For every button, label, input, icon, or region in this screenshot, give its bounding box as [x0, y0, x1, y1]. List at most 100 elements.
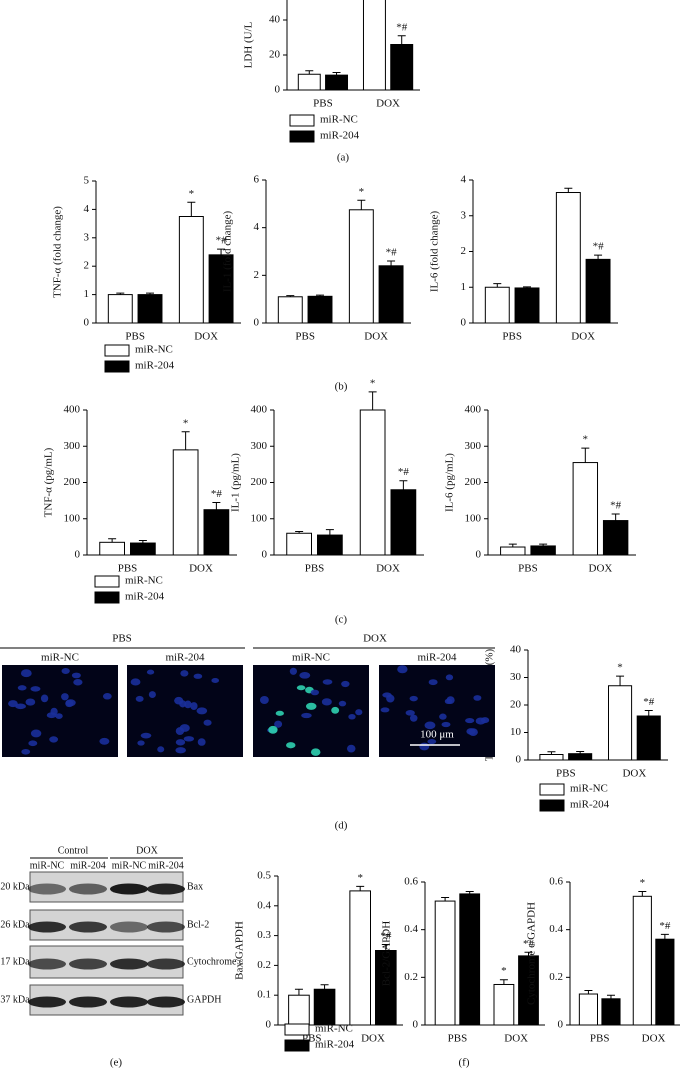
nucleus: [30, 729, 42, 738]
error-bar: [138, 540, 147, 544]
y-axis-label: IL-6 (pg/mL): [444, 453, 456, 512]
bar: [500, 546, 526, 556]
band: [147, 921, 185, 933]
y-axis-label: LDH (U/L: [243, 21, 255, 68]
bar: [530, 545, 556, 556]
chart: 010203040TUNEL-positive cell (%)PBSDOX**…: [484, 644, 668, 812]
group-label: Control: [58, 845, 89, 856]
bar: [313, 988, 336, 1026]
chart: 0 100 200 300 400 IL-6 (pg/mL) PBS DOX * *#: [444, 404, 636, 575]
nucleus: [25, 698, 36, 706]
nucleus: [184, 700, 192, 709]
nucleus: [380, 707, 390, 713]
y-axis-label: Bax/GAPDH: [234, 921, 246, 980]
x-tick-label: PBS: [305, 563, 325, 575]
nucleus: [180, 670, 189, 677]
band-label: Cytochrome c: [187, 956, 244, 967]
legend-swatch: [94, 591, 120, 604]
chart: 0 0.2 0.4 0.6 Cytochrome c/GAPDH PBS DOX * *#: [526, 876, 680, 1045]
y-tick-label: 1: [461, 281, 467, 293]
x-tick-label: PBS: [118, 563, 138, 575]
x-tick-label: DOX: [194, 331, 218, 343]
band: [110, 883, 148, 895]
legend-swatch: [289, 114, 315, 127]
y-tick-label: 0.4: [404, 923, 418, 935]
error-bar: [217, 248, 226, 255]
error-bar: [616, 675, 625, 686]
panel-label: (b): [335, 381, 348, 393]
bar: [288, 994, 310, 1026]
error-bar: [523, 286, 532, 288]
significance-label: *#: [659, 920, 671, 932]
error-bar: [116, 292, 125, 295]
y-tick-label: 400: [64, 404, 81, 416]
bar: [297, 73, 321, 91]
nucleus: [175, 747, 186, 754]
legend-swatch: [539, 783, 565, 796]
nucleus: [259, 696, 269, 704]
y-tick-label: 0.3: [257, 929, 271, 941]
error-bar: [499, 979, 508, 985]
error-bar: [611, 513, 620, 521]
significance-label: *: [183, 417, 189, 429]
bar: [317, 534, 343, 556]
error-bar: [357, 199, 366, 210]
bar: [601, 998, 621, 1026]
bar: [172, 449, 199, 556]
band: [28, 921, 66, 933]
error-bar: [493, 283, 502, 288]
significance-label: *#: [643, 696, 655, 708]
nucleus: [322, 679, 333, 685]
nucleus: [28, 740, 38, 747]
band: [69, 921, 107, 933]
y-tick-label: 4: [461, 174, 467, 186]
y-tick-label: 2: [84, 260, 90, 272]
bar: [137, 294, 163, 324]
error-bar: [320, 984, 329, 990]
legend-label: miR-204: [135, 360, 175, 372]
nucleus: [301, 712, 312, 719]
y-tick-label: 0: [84, 317, 90, 329]
bar: [572, 462, 599, 556]
band: [110, 958, 148, 970]
band-size: 20 kDa: [0, 881, 30, 892]
y-tick-label: 0.2: [404, 971, 418, 983]
y-axis-label: TNF-α (pg/mL): [43, 447, 55, 517]
legend-label: miR-NC: [135, 344, 173, 356]
bar: [390, 44, 414, 91]
y-tick-label: 0.6: [549, 876, 563, 888]
bar: [349, 890, 371, 1026]
nucleus: [193, 673, 203, 679]
y-tick-label: 200: [465, 476, 482, 488]
legend-label: miR-204: [320, 130, 360, 142]
nucleus: [49, 736, 59, 743]
microscopy: PBS DOX miR-NC miR-204 miR-NC miR-204 100 μm: [0, 633, 495, 757]
band: [69, 883, 107, 895]
nucleus: [140, 732, 152, 739]
band-label: Bcl-2: [187, 919, 209, 930]
nucleus: [405, 710, 415, 716]
nucleus: [61, 693, 69, 701]
significance-label: *#: [610, 500, 622, 512]
y-tick-label: 40: [269, 14, 281, 26]
legend-swatch: [289, 130, 315, 143]
nucleus: [40, 694, 49, 703]
band-size: 17 kDa: [0, 956, 30, 967]
y-tick-label: 0.2: [549, 971, 563, 983]
y-tick-label: 0.4: [549, 923, 563, 935]
y-tick-label: 4: [84, 203, 90, 215]
nucleus: [71, 672, 81, 679]
error-bar: [316, 294, 325, 297]
y-tick-label: 400: [465, 404, 482, 416]
y-axis-label: Bcl-2/GAPDH: [381, 921, 393, 986]
nucleus: [102, 693, 112, 700]
y-tick-label: 0: [262, 549, 268, 561]
nucleus: [268, 725, 278, 734]
nucleus: [465, 718, 475, 724]
y-tick-label: 4: [254, 221, 260, 233]
nucleus: [441, 721, 451, 728]
nucleus: [137, 740, 145, 746]
legend-swatch: [104, 344, 130, 357]
y-tick-label: 1: [84, 288, 90, 300]
